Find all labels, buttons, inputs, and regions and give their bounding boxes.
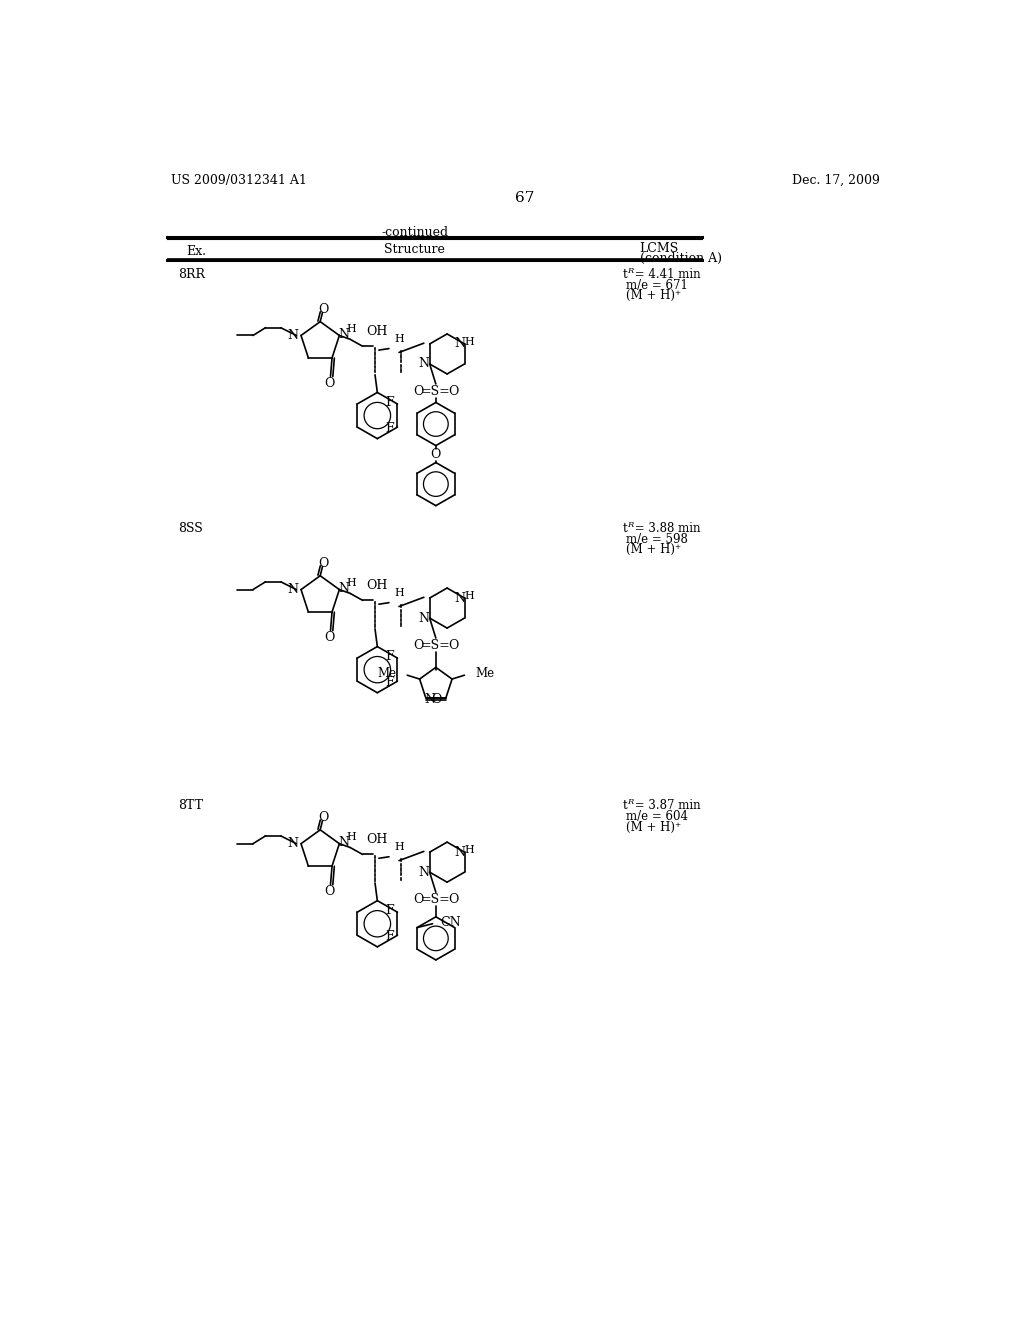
Text: H: H <box>464 591 474 601</box>
Text: OH: OH <box>367 325 388 338</box>
Text: 8TT: 8TT <box>178 799 204 812</box>
Text: H: H <box>347 323 356 334</box>
Text: (condition A): (condition A) <box>640 252 722 264</box>
Text: O: O <box>449 639 459 652</box>
Text: H: H <box>394 842 403 851</box>
Text: N: N <box>418 866 429 879</box>
Text: N: N <box>339 837 349 849</box>
Text: CN: CN <box>440 916 461 929</box>
Text: N: N <box>424 693 435 706</box>
Text: H: H <box>464 337 474 347</box>
Text: OH: OH <box>367 579 388 593</box>
Text: -continued: -continued <box>381 226 449 239</box>
Text: (M + H)⁺: (M + H)⁺ <box>626 289 681 302</box>
Text: US 2009/0312341 A1: US 2009/0312341 A1 <box>171 174 306 187</box>
Text: OH: OH <box>367 833 388 846</box>
Text: =S=: =S= <box>421 385 451 399</box>
Text: Structure: Structure <box>384 243 445 256</box>
Text: O: O <box>449 894 459 907</box>
Text: N: N <box>455 846 465 858</box>
Text: O: O <box>431 449 441 461</box>
Text: H: H <box>464 845 474 855</box>
Text: m/e = 671: m/e = 671 <box>626 279 687 292</box>
Text: =S=: =S= <box>421 639 451 652</box>
Text: N: N <box>288 583 299 597</box>
Text: F: F <box>386 649 394 663</box>
Text: m/e = 598: m/e = 598 <box>626 533 687 545</box>
Text: R: R <box>627 797 634 807</box>
Text: m/e = 604: m/e = 604 <box>626 810 687 822</box>
Text: H: H <box>347 832 356 842</box>
Text: O: O <box>318 557 329 570</box>
Text: = 3.87 min: = 3.87 min <box>631 799 700 812</box>
Text: F: F <box>386 396 394 409</box>
Text: = 3.88 min: = 3.88 min <box>631 521 700 535</box>
Text: H: H <box>394 587 403 598</box>
Text: O: O <box>431 693 441 706</box>
Text: = 4.41 min: = 4.41 min <box>631 268 700 281</box>
Text: F: F <box>386 422 394 436</box>
Text: t: t <box>623 521 627 535</box>
Text: N: N <box>339 582 349 595</box>
Text: 67: 67 <box>515 191 535 205</box>
Text: N: N <box>455 338 465 350</box>
Text: O: O <box>318 810 329 824</box>
Text: R: R <box>627 267 634 275</box>
Text: N: N <box>288 329 299 342</box>
Text: t: t <box>623 268 627 281</box>
Text: F: F <box>386 904 394 917</box>
Text: N: N <box>288 837 299 850</box>
Text: N: N <box>455 591 465 605</box>
Text: O: O <box>413 639 424 652</box>
Text: F: F <box>386 931 394 944</box>
Text: Me: Me <box>377 667 396 680</box>
Text: Dec. 17, 2009: Dec. 17, 2009 <box>792 174 880 187</box>
Text: O: O <box>413 385 424 399</box>
Text: Ex.: Ex. <box>186 244 206 257</box>
Text: 8SS: 8SS <box>178 521 203 535</box>
Text: H: H <box>347 578 356 587</box>
Text: R: R <box>627 520 634 529</box>
Text: O: O <box>324 884 334 898</box>
Text: Me: Me <box>475 667 495 680</box>
Text: O: O <box>449 385 459 399</box>
Text: N: N <box>418 358 429 371</box>
Text: O: O <box>413 894 424 907</box>
Text: O: O <box>324 631 334 644</box>
Text: t: t <box>623 799 627 812</box>
Text: (M + H)⁺: (M + H)⁺ <box>626 544 681 557</box>
Text: O: O <box>324 376 334 389</box>
Text: (M + H)⁺: (M + H)⁺ <box>626 821 681 834</box>
Text: O: O <box>318 302 329 315</box>
Text: F: F <box>386 676 394 689</box>
Text: LCMS: LCMS <box>640 242 679 255</box>
Text: 8RR: 8RR <box>178 268 206 281</box>
Text: =S=: =S= <box>421 894 451 907</box>
Text: H: H <box>394 334 403 343</box>
Text: N: N <box>339 329 349 341</box>
Text: N: N <box>418 611 429 624</box>
